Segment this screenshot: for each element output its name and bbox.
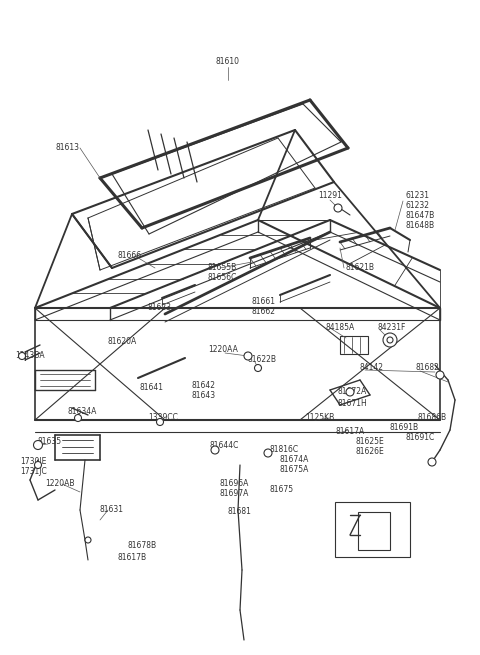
Text: 81681: 81681 bbox=[228, 508, 252, 517]
Circle shape bbox=[74, 415, 82, 422]
Text: 81678B: 81678B bbox=[128, 540, 157, 550]
Text: 81623: 81623 bbox=[148, 303, 172, 312]
Text: 81634A: 81634A bbox=[68, 407, 97, 417]
Text: 1243BA: 1243BA bbox=[15, 350, 45, 360]
Text: 1125KB: 1125KB bbox=[305, 413, 334, 422]
Text: 11291: 11291 bbox=[318, 191, 342, 200]
Text: 81686B: 81686B bbox=[418, 413, 447, 422]
Text: 1220AA: 1220AA bbox=[208, 345, 238, 354]
Text: 81626E: 81626E bbox=[355, 447, 384, 457]
Text: 81662: 81662 bbox=[252, 307, 276, 316]
Text: 81661: 81661 bbox=[252, 297, 276, 307]
Text: 81655B: 81655B bbox=[208, 263, 237, 272]
Text: 81622B: 81622B bbox=[248, 356, 277, 364]
Circle shape bbox=[244, 352, 252, 360]
Circle shape bbox=[211, 446, 219, 454]
Text: 81617A: 81617A bbox=[335, 428, 364, 436]
Circle shape bbox=[85, 537, 91, 543]
Text: 1731JC: 1731JC bbox=[20, 468, 47, 476]
Circle shape bbox=[334, 204, 342, 212]
Text: 81816C: 81816C bbox=[270, 445, 299, 455]
Text: 81613: 81613 bbox=[55, 143, 79, 153]
Text: 81672A: 81672A bbox=[338, 388, 367, 396]
Circle shape bbox=[156, 419, 164, 426]
Text: 81674A: 81674A bbox=[280, 455, 310, 464]
Text: 81642: 81642 bbox=[192, 381, 216, 390]
Text: 81617B: 81617B bbox=[118, 553, 147, 563]
Text: 84142: 84142 bbox=[360, 364, 384, 373]
Text: 1339CC: 1339CC bbox=[148, 413, 178, 422]
Text: 81691C: 81691C bbox=[405, 434, 434, 443]
Text: 81648B: 81648B bbox=[405, 221, 434, 231]
Text: 81691B: 81691B bbox=[390, 424, 419, 432]
Text: 84231F: 84231F bbox=[378, 322, 407, 331]
Text: 81621B: 81621B bbox=[345, 263, 374, 272]
Text: 1220AB: 1220AB bbox=[45, 479, 74, 489]
Circle shape bbox=[383, 333, 397, 347]
Circle shape bbox=[387, 337, 393, 343]
Text: 81625E: 81625E bbox=[355, 438, 384, 447]
Circle shape bbox=[35, 462, 41, 468]
Text: 81671H: 81671H bbox=[338, 400, 368, 409]
Text: 81666: 81666 bbox=[118, 252, 142, 261]
Text: 81620A: 81620A bbox=[108, 337, 137, 346]
Text: 1730JE: 1730JE bbox=[20, 457, 47, 466]
Text: 81635: 81635 bbox=[38, 438, 62, 447]
Circle shape bbox=[34, 441, 43, 449]
Text: 61232: 61232 bbox=[405, 202, 429, 210]
Bar bbox=[358, 512, 390, 550]
Text: 81631: 81631 bbox=[100, 506, 124, 514]
Text: 81675A: 81675A bbox=[280, 466, 310, 474]
Bar bbox=[340, 336, 368, 354]
Text: 81682: 81682 bbox=[415, 364, 439, 373]
Text: 81641: 81641 bbox=[140, 383, 164, 392]
Circle shape bbox=[264, 449, 272, 457]
Text: 81643: 81643 bbox=[192, 390, 216, 400]
Text: 81647B: 81647B bbox=[405, 212, 434, 221]
Text: 81696A: 81696A bbox=[220, 479, 250, 489]
Text: 81644C: 81644C bbox=[210, 441, 240, 449]
Text: 84185A: 84185A bbox=[325, 322, 354, 331]
Circle shape bbox=[19, 352, 25, 360]
Text: 81697A: 81697A bbox=[220, 489, 250, 498]
Text: 81656C: 81656C bbox=[208, 272, 238, 282]
Circle shape bbox=[346, 388, 354, 396]
Bar bbox=[335, 502, 410, 557]
Text: 81610: 81610 bbox=[216, 58, 240, 67]
Circle shape bbox=[428, 458, 436, 466]
Circle shape bbox=[436, 371, 444, 379]
Circle shape bbox=[254, 364, 262, 371]
Text: 61231: 61231 bbox=[405, 191, 429, 200]
Text: 81675: 81675 bbox=[270, 485, 294, 495]
